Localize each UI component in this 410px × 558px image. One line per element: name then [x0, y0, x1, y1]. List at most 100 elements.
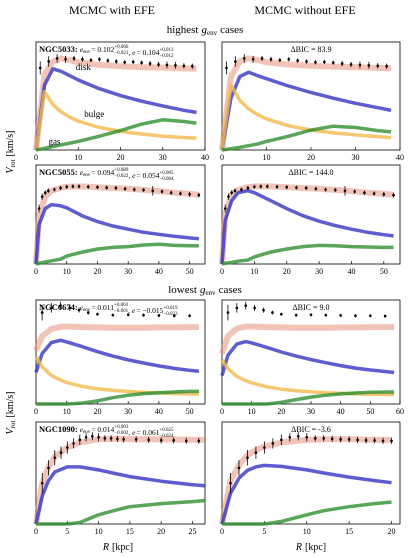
data-point	[223, 207, 227, 210]
bic-annotation: ΔBIC = 83.9	[291, 45, 332, 54]
lower-error: −0.002	[114, 431, 129, 436]
data-point	[233, 189, 237, 193]
data-point	[98, 57, 101, 61]
parameter-value: = 0.011	[91, 303, 114, 312]
fit-annotation: NGC6674: eenv= 0.011+0.003 −0.001, e= −0.0…	[39, 302, 178, 317]
parameter-symbol: e	[80, 425, 84, 434]
lower-error: −0.021	[114, 51, 129, 56]
x-tick-label: 0	[34, 407, 38, 416]
galaxy-name: NGC6674:	[39, 302, 78, 312]
data-point	[372, 192, 376, 195]
parameter-value: = 0.094	[91, 168, 114, 177]
x-tick-label: 25	[188, 527, 196, 536]
data-point	[86, 185, 90, 189]
data-point	[159, 439, 163, 442]
x-tick-label: 10	[63, 267, 71, 276]
data-point	[237, 466, 241, 470]
x-tick-label: 20	[277, 407, 285, 416]
label-unit: [km/s]	[5, 131, 16, 157]
data-point	[322, 437, 326, 440]
data-point	[126, 313, 130, 317]
label-symbol: V	[5, 427, 16, 435]
data-point	[383, 314, 387, 318]
data-point	[169, 191, 173, 195]
upper-error: +0.025	[159, 428, 174, 433]
data-point	[364, 439, 368, 442]
data-point	[269, 57, 273, 61]
data-point	[367, 64, 371, 67]
x-tick-label: 5	[65, 527, 69, 536]
data-point	[246, 186, 250, 190]
model-curve	[34, 338, 200, 374]
data-point	[172, 439, 176, 442]
data-point	[147, 438, 150, 442]
data-point	[347, 438, 351, 441]
bic-annotation: ΔBIC = 144.0	[289, 168, 334, 177]
fit-annotation: NGC5033: eenv= 0.102+0.066 −0.021, e= 0.10…	[39, 44, 174, 59]
x-tick-label: 5	[262, 527, 266, 536]
data-point	[123, 61, 127, 64]
parameter-value: = 0.104	[136, 48, 159, 57]
model-curve	[33, 55, 197, 151]
data-point	[105, 186, 108, 189]
data-point	[305, 60, 308, 63]
data-point	[234, 60, 237, 63]
data-point	[47, 466, 50, 470]
x-tick-label: 40	[347, 267, 355, 276]
model-curve	[34, 465, 206, 525]
data-point	[369, 314, 372, 318]
fit-annotation: NGC1090: eenv= 0.014+0.003 −0.002, e= 0.06…	[39, 424, 174, 439]
data-point	[280, 312, 283, 316]
data-point	[53, 188, 56, 191]
parameter-symbol: , e	[128, 306, 136, 315]
data-point	[142, 313, 145, 317]
bic-annotation: ΔBIC = 9.0	[293, 303, 330, 312]
galaxy-name: NGC1090:	[39, 424, 78, 434]
data-point	[313, 437, 317, 440]
x-tick-label: 20	[117, 153, 125, 162]
data-point	[353, 190, 356, 193]
x-tick-label: 0	[220, 527, 224, 536]
x-tick-label: 50	[366, 407, 374, 416]
data-point	[358, 63, 362, 67]
data-point	[65, 185, 69, 189]
data-point	[59, 186, 62, 190]
column-title: MCMC without EFE	[254, 3, 355, 17]
data-point	[55, 57, 59, 60]
model-curve	[220, 358, 395, 397]
data-point	[38, 66, 42, 70]
label-unit: [kpc]	[112, 542, 133, 553]
column-title: MCMC with EFE	[69, 3, 155, 17]
label-symbol: V	[5, 166, 16, 174]
plot-frame	[35, 421, 206, 525]
data-point	[131, 60, 135, 64]
x-tick-label: 50	[186, 267, 194, 276]
x-tick-label: 0	[34, 527, 38, 536]
x-tick-label: 30	[307, 407, 315, 416]
data-point	[253, 306, 256, 310]
x-tick-label: 0	[220, 153, 224, 162]
data-point	[68, 306, 72, 310]
data-point	[81, 57, 84, 61]
x-tick-label: 0	[220, 407, 224, 416]
model-curve	[33, 323, 199, 352]
data-point	[330, 437, 334, 441]
parameter-symbol: , e	[128, 48, 136, 57]
data-point	[64, 57, 67, 61]
data-point	[72, 442, 75, 445]
label-unit: [km/s]	[5, 392, 16, 418]
model-curve	[219, 183, 394, 265]
x-tick-label: 10	[63, 407, 71, 416]
parameter-value: = 0.054	[136, 171, 159, 180]
data-point	[71, 185, 75, 188]
data-point	[242, 57, 246, 60]
data-point	[356, 438, 359, 442]
plot-frame	[35, 164, 206, 265]
data-point	[84, 436, 88, 439]
data-point	[78, 438, 82, 442]
data-point	[304, 186, 308, 190]
parameter-subscript: env	[83, 308, 91, 313]
model-curve	[221, 243, 394, 266]
data-point	[97, 436, 100, 439]
model-curve	[220, 463, 392, 525]
